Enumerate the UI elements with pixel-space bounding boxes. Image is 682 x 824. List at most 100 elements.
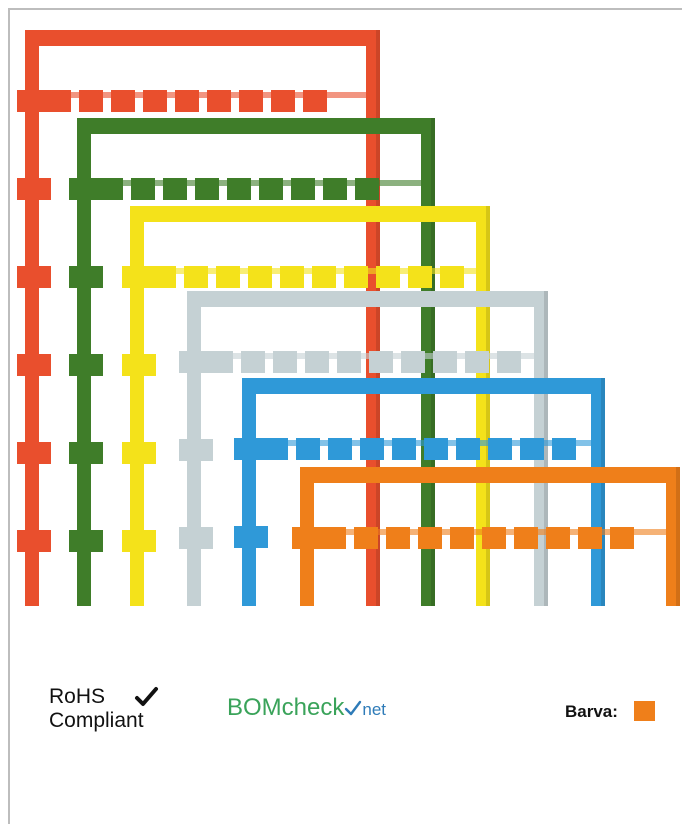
marker-square <box>152 266 176 288</box>
carrier-frame-right <box>421 118 435 606</box>
marker-square <box>610 527 634 549</box>
marker-square <box>376 266 400 288</box>
bomcheck-check-icon <box>344 700 362 716</box>
marker-square <box>456 438 480 460</box>
marker-square <box>328 438 352 460</box>
check-icon <box>133 685 161 709</box>
marker-square <box>450 527 474 549</box>
marker-tab <box>122 530 156 552</box>
carrier-shadow <box>376 30 380 606</box>
bomcheck-logo: BOMcheck net <box>227 694 427 726</box>
carrier-rail <box>91 180 421 186</box>
marker-tab <box>234 526 268 548</box>
marker-square <box>497 351 521 373</box>
carrier-frame-left <box>242 378 256 606</box>
marker-carriers-illustration <box>17 30 680 606</box>
marker-square <box>305 351 329 373</box>
bomcheck-logo-net: net <box>362 700 387 719</box>
bomcheck-logo-bom: BOM <box>227 694 282 721</box>
marker-square <box>360 438 384 460</box>
marker-square <box>296 438 320 460</box>
marker-square <box>552 438 576 460</box>
carrier-shadow <box>676 467 680 606</box>
marker-square <box>111 90 135 112</box>
carrier-frame-top <box>25 30 380 46</box>
marker-square <box>79 90 103 112</box>
marker-tab <box>17 530 51 552</box>
rohs-label: RoHS <box>49 685 106 708</box>
marker-square <box>312 266 336 288</box>
rohs-compliant-label: Compliant <box>49 709 144 732</box>
carrier-frame-left <box>130 206 144 606</box>
marker-square <box>482 527 506 549</box>
marker-square <box>440 266 464 288</box>
marker-tab <box>17 90 51 112</box>
carrier-rail <box>144 268 476 274</box>
marker-tab <box>69 266 103 288</box>
carrier-frame-left <box>25 30 39 606</box>
carrier-frame-right <box>366 30 380 606</box>
marker-square <box>209 351 233 373</box>
marker-square <box>344 266 368 288</box>
marker-tab <box>17 442 51 464</box>
marker-square <box>163 178 187 200</box>
marker-square <box>264 438 288 460</box>
marker-square <box>392 438 416 460</box>
carrier-shadow <box>486 206 490 606</box>
marker-square <box>216 266 240 288</box>
marker-square <box>207 90 231 112</box>
marker-square <box>465 351 489 373</box>
marker-tab <box>69 354 103 376</box>
marker-tab <box>17 266 51 288</box>
color-swatch <box>634 701 655 721</box>
color-label: Barva: <box>565 702 618 721</box>
marker-square <box>354 527 378 549</box>
marker-tab <box>292 527 326 549</box>
marker-square <box>303 90 327 112</box>
carrier-rail <box>39 92 366 98</box>
marker-square <box>418 527 442 549</box>
marker-square <box>546 527 570 549</box>
carrier-rail <box>256 440 591 446</box>
carrier-frame-top <box>77 118 435 134</box>
product-image <box>10 10 682 606</box>
marker-square <box>248 266 272 288</box>
marker-tab <box>69 530 103 552</box>
product-footer: RoHS Compliant BOMcheck net Barva: <box>10 606 682 824</box>
marker-square <box>424 438 448 460</box>
marker-square <box>337 351 361 373</box>
marker-square <box>184 266 208 288</box>
carrier-frame-top <box>187 291 548 307</box>
carrier-frame-top <box>130 206 490 222</box>
marker-square <box>273 351 297 373</box>
marker-square <box>323 178 347 200</box>
marker-square <box>259 178 283 200</box>
marker-square <box>401 351 425 373</box>
marker-square <box>355 178 379 200</box>
marker-square <box>175 90 199 112</box>
marker-square <box>99 178 123 200</box>
marker-square <box>47 90 71 112</box>
rohs-badge: RoHS Compliant <box>49 685 189 745</box>
carrier-frame-top <box>242 378 605 394</box>
marker-square <box>271 90 295 112</box>
marker-tab <box>179 439 213 461</box>
marker-square <box>143 90 167 112</box>
marker-tab <box>69 442 103 464</box>
marker-tab <box>122 354 156 376</box>
marker-tab <box>69 178 103 200</box>
marker-square <box>291 178 315 200</box>
marker-square <box>369 351 393 373</box>
carrier-frame-right <box>666 467 680 606</box>
marker-square <box>433 351 457 373</box>
carrier-rail <box>201 353 534 359</box>
marker-tab <box>122 442 156 464</box>
carrier-shadow <box>601 378 605 606</box>
marker-square <box>322 527 346 549</box>
marker-tab <box>179 351 213 373</box>
marker-square <box>488 438 512 460</box>
marker-tab <box>17 178 51 200</box>
marker-tab <box>122 266 156 288</box>
marker-square <box>131 178 155 200</box>
